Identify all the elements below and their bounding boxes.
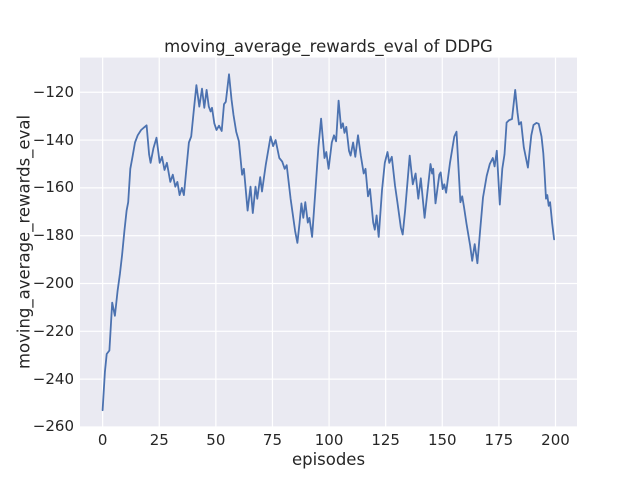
x-tick-label: 125 bbox=[371, 431, 400, 450]
y-tick-label: −240 bbox=[32, 369, 74, 388]
x-tick-label: 100 bbox=[314, 431, 344, 450]
y-tick-label: −160 bbox=[32, 178, 74, 197]
y-tick-label: −200 bbox=[32, 274, 74, 293]
y-tick-label: −140 bbox=[32, 130, 74, 149]
x-tick-label: 25 bbox=[149, 431, 169, 450]
x-tick-label: 150 bbox=[427, 431, 457, 450]
y-tick-label: −220 bbox=[32, 321, 74, 340]
x-tick-label: 200 bbox=[541, 431, 570, 450]
x-tick-label: 75 bbox=[262, 431, 282, 450]
x-tick-label: 175 bbox=[484, 431, 514, 450]
series-line-moving_average_rewards_eval bbox=[101, 73, 555, 412]
x-axis-label: episodes bbox=[291, 450, 366, 469]
x-tick-label: 0 bbox=[97, 431, 108, 450]
y-tick-label: −120 bbox=[32, 82, 74, 101]
y-tick-label: −180 bbox=[32, 226, 74, 245]
y-tick-label: −260 bbox=[32, 417, 74, 436]
chart-title: moving_average_rewards_eval of DDPG bbox=[164, 37, 493, 56]
x-tick-label: 50 bbox=[206, 431, 226, 450]
